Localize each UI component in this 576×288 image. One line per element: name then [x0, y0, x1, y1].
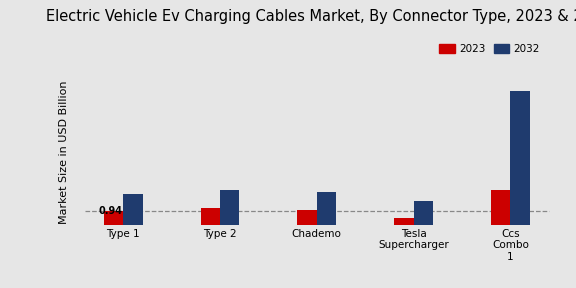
Bar	[123, 194, 143, 225]
Y-axis label: Market Size in USD Billion: Market Size in USD Billion	[59, 81, 69, 224]
Text: 0.94: 0.94	[98, 206, 122, 217]
Bar	[200, 209, 220, 225]
Legend: 2023, 2032: 2023, 2032	[435, 40, 544, 58]
Bar	[104, 211, 123, 225]
Bar	[414, 201, 433, 225]
Bar	[491, 190, 510, 225]
Text: Electric Vehicle Ev Charging Cables Market, By Connector Type, 2023 & 2032: Electric Vehicle Ev Charging Cables Mark…	[46, 9, 576, 24]
Bar	[394, 218, 414, 225]
Bar	[297, 210, 317, 225]
Bar	[510, 91, 530, 225]
Bar	[220, 190, 240, 225]
Bar	[317, 192, 336, 225]
